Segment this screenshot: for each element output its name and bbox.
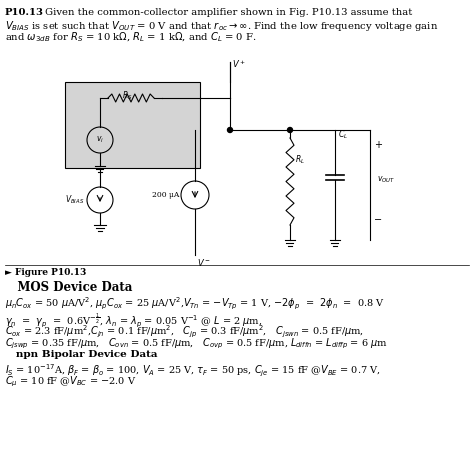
Text: $v_{OUT}$: $v_{OUT}$ bbox=[377, 175, 395, 185]
Text: $R_S$: $R_S$ bbox=[122, 90, 132, 102]
Text: −: − bbox=[374, 215, 382, 225]
Text: $V_{BIAS}$: $V_{BIAS}$ bbox=[64, 194, 84, 206]
Text: npn Bipolar Device Data: npn Bipolar Device Data bbox=[5, 350, 157, 359]
Text: $I_S$ = 10$^{-17}$A, $\beta_F$ = $\beta_o$ = 100, $V_A$ = 25 V, $\tau_F$ = 50 ps: $I_S$ = 10$^{-17}$A, $\beta_F$ = $\beta_… bbox=[5, 363, 381, 379]
Text: $\mu_nC_{ox}$ = 50 $\mu$A/V$^2$, $\mu_pC_{ox}$ = 25 $\mu$A/V$^2$,$V_{Tn}$ = $-V_: $\mu_nC_{ox}$ = 50 $\mu$A/V$^2$, $\mu_pC… bbox=[5, 296, 385, 312]
Text: $v_i$: $v_i$ bbox=[96, 135, 104, 145]
Text: $C_L$: $C_L$ bbox=[338, 129, 348, 141]
Text: ► Figure P10.13: ► Figure P10.13 bbox=[5, 268, 86, 277]
Text: $C_\mu$ = 10 fF @$V_{BC}$ = −2.0 V: $C_\mu$ = 10 fF @$V_{BC}$ = −2.0 V bbox=[5, 375, 137, 389]
Text: 200 μA: 200 μA bbox=[152, 191, 179, 199]
Text: $V^-$: $V^-$ bbox=[197, 257, 211, 268]
Text: $V^+$: $V^+$ bbox=[232, 58, 246, 70]
Circle shape bbox=[228, 127, 233, 132]
Bar bbox=[65, 82, 200, 168]
Text: $V_{BIAS}$ is set such that $V_{OUT}$ = 0 V and that $r_{oc}\rightarrow\infty$. : $V_{BIAS}$ is set such that $V_{OUT}$ = … bbox=[5, 19, 438, 33]
Circle shape bbox=[288, 127, 292, 132]
Text: MOS Device Data: MOS Device Data bbox=[5, 281, 132, 294]
Text: P10.13: P10.13 bbox=[5, 8, 44, 17]
Text: Given the common-collector amplifier shown in Fig. P10.13 assume that: Given the common-collector amplifier sho… bbox=[42, 8, 412, 17]
Text: $\gamma_n$  =  $\gamma_p$  =  0.6V$^{-\frac{1}{2}}$, $\lambda_n$ = $\lambda_p$ =: $\gamma_n$ = $\gamma_p$ = 0.6V$^{-\frac{… bbox=[5, 311, 262, 329]
Text: $C_{ox}$ = 2.3 fF/$\mu$m$^2$,$C_{jn}$ = 0.1 fF/$\mu$m$^2$,   $C_{jp}$ = 0.3 fF/$: $C_{ox}$ = 2.3 fF/$\mu$m$^2$,$C_{jn}$ = … bbox=[5, 324, 364, 340]
Text: $C_{jswp}$ = 0.35 fF/$\mu$m,   $C_{ovn}$ = 0.5 fF/$\mu$m,   $C_{ovp}$ = 0.5 fF/$: $C_{jswp}$ = 0.35 fF/$\mu$m, $C_{ovn}$ =… bbox=[5, 337, 388, 351]
Text: +: + bbox=[374, 140, 382, 150]
Text: $R_L$: $R_L$ bbox=[295, 154, 305, 166]
Text: and $\omega_{3dB}$ for $R_S$ = 10 k$\Omega$, $R_L$ = 1 k$\Omega$, and $C_L$ = 0 : and $\omega_{3dB}$ for $R_S$ = 10 k$\Ome… bbox=[5, 30, 257, 44]
